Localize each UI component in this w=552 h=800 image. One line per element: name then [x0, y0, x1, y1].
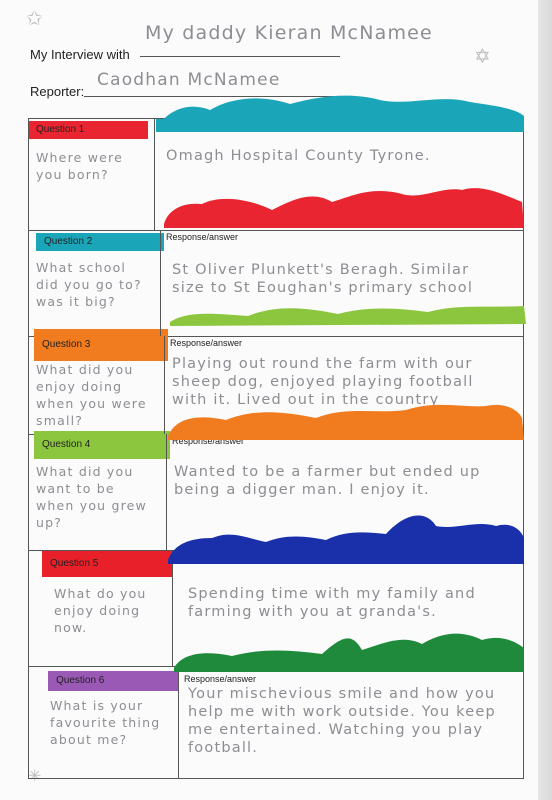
question-text: What did you enjoy doing when you were s…: [36, 362, 147, 428]
column-divider: [172, 550, 173, 666]
column-divider: [166, 434, 167, 550]
orange-marker-scribble: [168, 404, 524, 440]
column-divider: [160, 230, 161, 336]
star-doodle-icon: ✡: [474, 46, 491, 68]
reporter-name: Caodhan McNamee: [97, 70, 281, 90]
answer-text: Wanted to be a farmer but ended up being…: [174, 464, 481, 498]
response-tab: Response/answer: [172, 436, 245, 446]
question-row: Question 2 Response/answer What school d…: [28, 230, 524, 337]
interviewee-underline: [140, 56, 340, 57]
page-edge-shadow: [538, 0, 552, 800]
table-left-border: [28, 118, 29, 778]
question-tab: Question 3: [34, 329, 168, 361]
question-row: Question 3 Response/answer What did you …: [28, 329, 524, 435]
question-text: What did you want to be when you grew up…: [36, 464, 147, 530]
column-divider: [154, 118, 155, 230]
question-tab: Question 6: [48, 671, 178, 691]
answer-text: St Oliver Plunkett's Beragh. Similar siz…: [172, 262, 474, 296]
column-divider: [178, 666, 179, 778]
teal-marker-scribble: [156, 95, 524, 132]
red-marker-scribble: [164, 188, 524, 228]
question-text: What school did you go to? was it big?: [36, 260, 142, 309]
green-marker-scribble: [170, 306, 526, 326]
table-right-border: [523, 118, 524, 778]
question-row: Question 6 Response/answer What is your …: [28, 666, 524, 779]
interviewee-name: My daddy Kieran McNamee: [145, 22, 433, 44]
answer-text: Playing out round the farm with our shee…: [172, 356, 474, 408]
answer-text: Omagh Hospital County Tyrone.: [166, 148, 431, 164]
question-tab: Question 5: [42, 551, 172, 577]
question-text: What is your favourite thing about me?: [50, 698, 161, 747]
answer-text: Your mischevious smile and how you help …: [188, 686, 496, 756]
response-tab: Response/answer: [184, 674, 257, 684]
question-text: What do you enjoy doing now.: [54, 586, 147, 635]
interview-label: My Interview with: [30, 47, 130, 62]
question-row: Question 4 Response/answer What did you …: [28, 431, 524, 551]
darkgreen-marker-scribble: [174, 633, 524, 672]
answer-text: Spending time with my family and farming…: [188, 586, 476, 620]
blue-marker-scribble: [168, 515, 524, 564]
column-divider: [164, 336, 165, 434]
response-tab: Response/answer: [166, 232, 239, 242]
reporter-underline: [84, 96, 340, 97]
star-doodle-icon: ✩: [26, 8, 43, 30]
question-text: Where were you born?: [36, 150, 123, 182]
star-doodle-icon: ✳: [28, 768, 42, 785]
reporter-label: Reporter:: [30, 84, 85, 99]
question-tab: Question 2: [36, 233, 164, 251]
question-tab: Question 1: [28, 121, 148, 139]
question-tab: Question 4: [34, 431, 170, 459]
table-bottom-border: [28, 778, 524, 779]
response-tab: Response/answer: [170, 338, 243, 348]
